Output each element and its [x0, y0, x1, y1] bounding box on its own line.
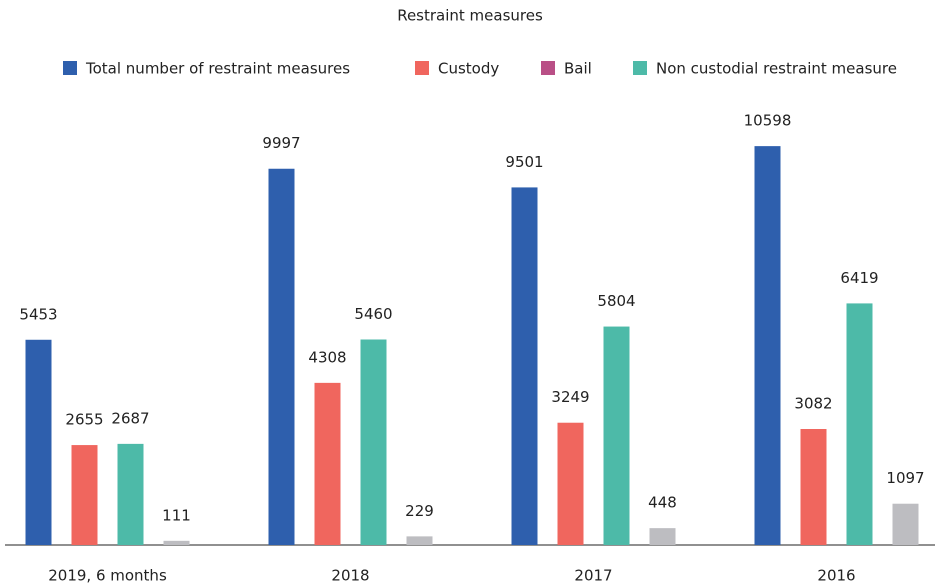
- bar: [649, 528, 676, 545]
- value-label: 9501: [505, 153, 543, 171]
- value-label: 5453: [19, 305, 57, 323]
- value-label: 3249: [551, 388, 589, 406]
- value-label: 2655: [65, 411, 103, 429]
- value-label: 9997: [262, 134, 300, 152]
- bar: [360, 339, 387, 545]
- x-tick-label: 2017: [574, 567, 612, 585]
- value-label: 229: [405, 502, 434, 520]
- legend-label: Non custodial restraint measure: [656, 60, 897, 78]
- bar: [557, 422, 584, 545]
- legend-swatch: [541, 61, 555, 75]
- bar: [268, 168, 295, 545]
- x-tick-label: 2019, 6 months: [48, 567, 167, 585]
- value-label: 2687: [111, 409, 149, 427]
- legend-label: Total number of restraint measures: [85, 60, 350, 78]
- legend-label: Bail: [564, 60, 592, 78]
- value-label: 3082: [794, 395, 832, 413]
- bar: [406, 536, 433, 545]
- bar: [163, 540, 190, 545]
- value-label: 4308: [308, 348, 346, 366]
- value-label: 5460: [354, 305, 392, 323]
- value-label: 6419: [840, 269, 878, 287]
- bar: [603, 326, 630, 545]
- bar: [71, 445, 98, 545]
- value-label: 448: [648, 494, 677, 512]
- x-tick-label: 2016: [817, 567, 855, 585]
- bar: [511, 187, 538, 545]
- value-label: 10598: [744, 112, 792, 130]
- x-tick-label: 2018: [331, 567, 369, 585]
- bar: [846, 303, 873, 545]
- bar: [117, 443, 144, 545]
- bar: [800, 429, 827, 545]
- value-label: 1097: [886, 469, 924, 487]
- value-label: 111: [162, 506, 191, 524]
- bar: [25, 339, 52, 545]
- legend-swatch: [63, 61, 77, 75]
- legend-label: Custody: [438, 60, 499, 78]
- bar: [892, 503, 919, 545]
- bar: [314, 382, 341, 545]
- legend-swatch: [633, 61, 647, 75]
- value-label: 5804: [597, 292, 635, 310]
- legend-swatch: [415, 61, 429, 75]
- bar: [754, 146, 781, 545]
- chart-title: Restraint measures: [397, 7, 543, 25]
